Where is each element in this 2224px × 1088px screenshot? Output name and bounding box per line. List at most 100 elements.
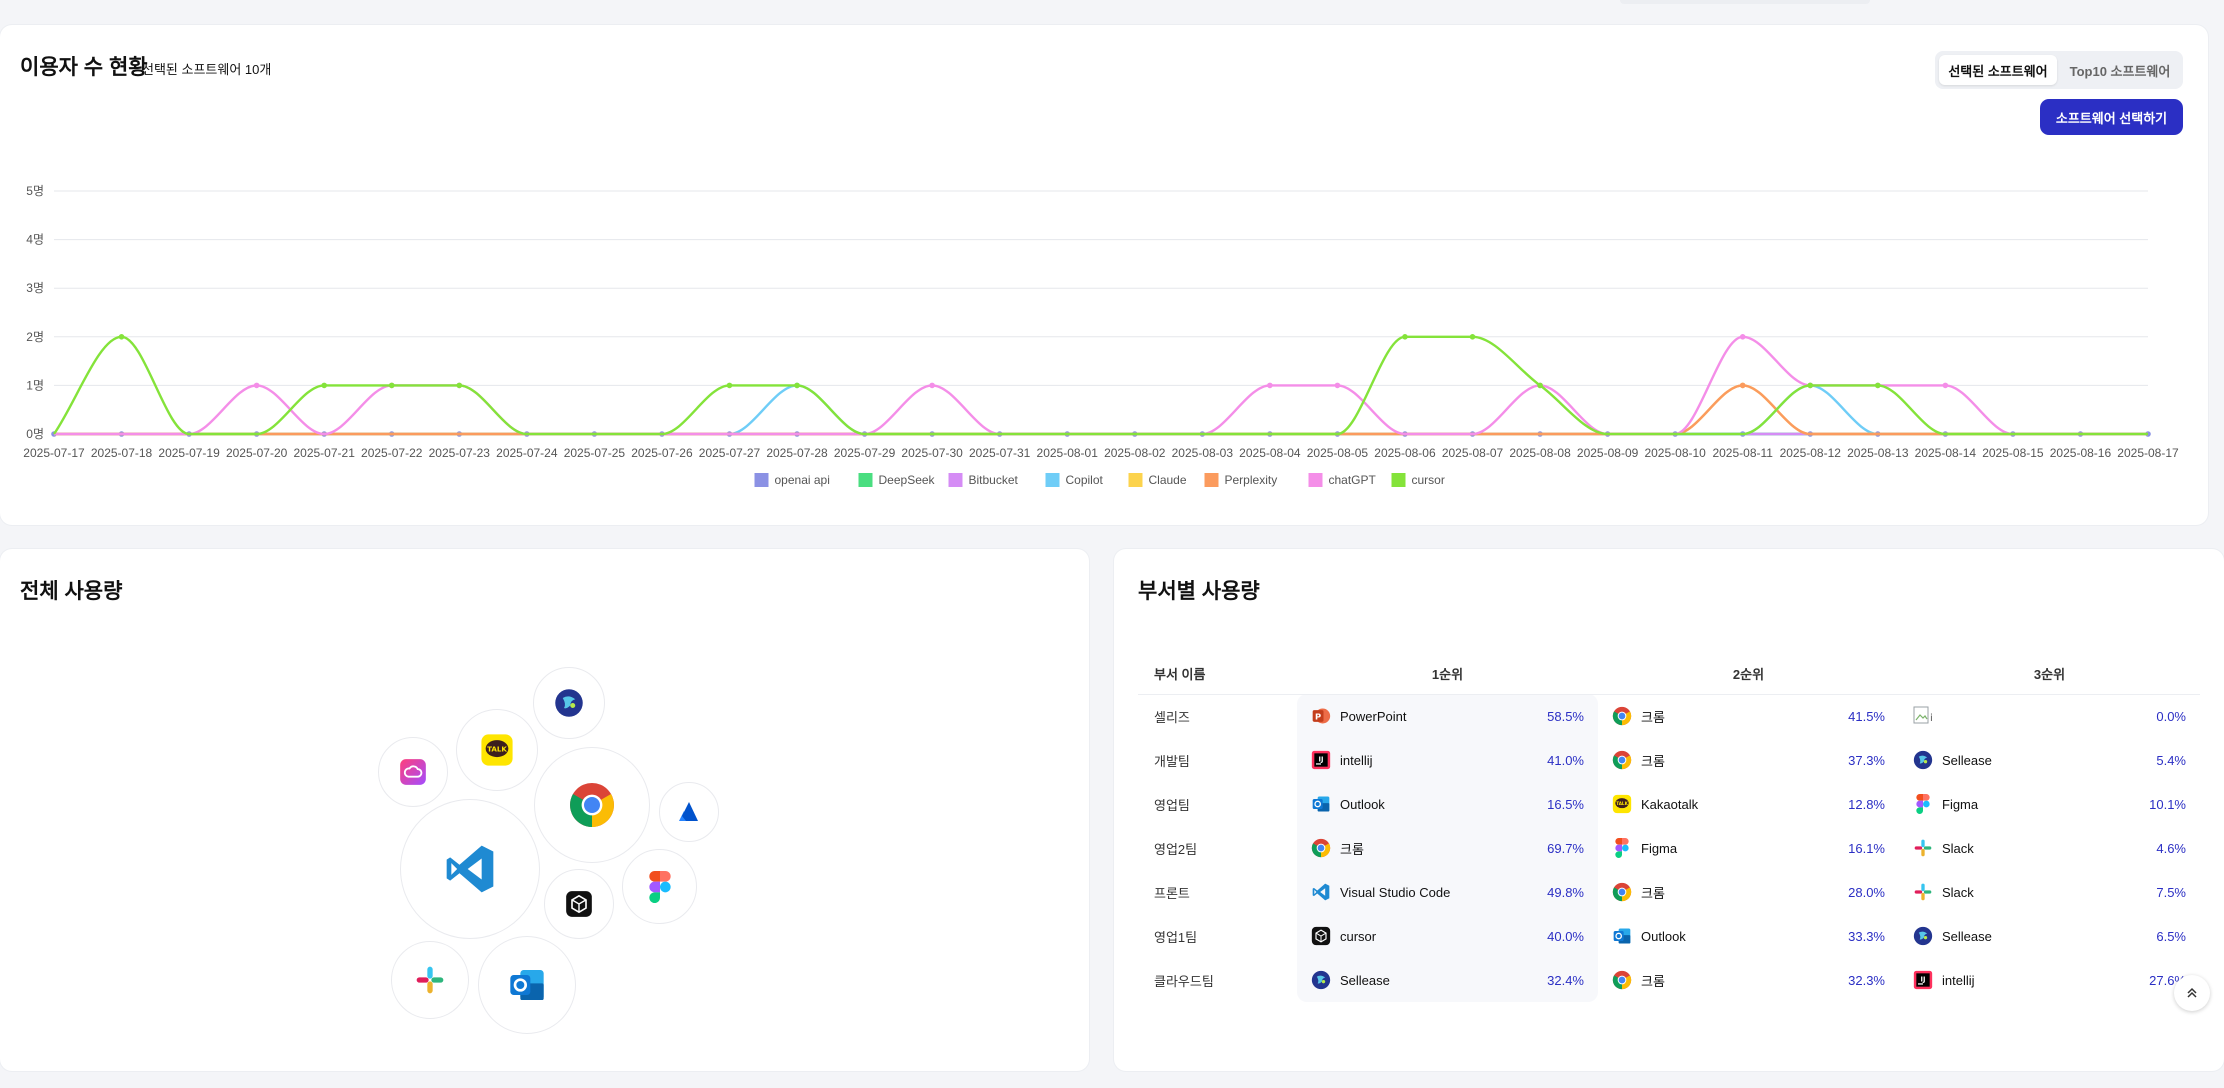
x-tick-label: 2025-08-07 — [1442, 446, 1504, 460]
bubble-atlassian[interactable] — [659, 782, 719, 842]
legend-swatch — [1045, 473, 1060, 487]
legend-item[interactable]: cursor — [1391, 473, 1445, 487]
data-point[interactable] — [726, 382, 733, 389]
software-name: 크롬 — [1641, 973, 1665, 989]
department-name: 영업2팀 — [1154, 841, 1198, 857]
department-name: 프론트 — [1154, 885, 1190, 901]
data-point[interactable] — [456, 382, 463, 389]
svg-text:i: i — [1930, 713, 1933, 724]
data-point[interactable] — [1739, 334, 1746, 340]
usage-percent: 4.6% — [2156, 840, 2186, 856]
svg-text:TALK: TALK — [1616, 801, 1628, 806]
department-usage-card: 부서별 사용량 부서 이름 1순위 2순위 3순위 셀리즈 P PowerPoint… — [1114, 549, 2224, 1071]
rank-1-cell: IJ intellij 41.0% — [1297, 738, 1598, 782]
scroll-to-top-button[interactable] — [2174, 975, 2210, 1011]
usage-percent: 10.1% — [2149, 796, 2186, 812]
bubble-cursor[interactable] — [544, 869, 614, 939]
x-tick-label: 2025-07-31 — [969, 446, 1031, 460]
x-tick-label: 2025-07-19 — [158, 446, 220, 460]
usage-percent: 33.3% — [1848, 928, 1885, 944]
legend-item[interactable]: DeepSeek — [858, 473, 936, 487]
bubble-chrome[interactable] — [534, 747, 650, 863]
usage-percent: 58.5% — [1547, 708, 1584, 724]
data-point[interactable] — [1807, 382, 1814, 389]
usage-percent: 69.7% — [1547, 840, 1584, 856]
legend-swatch — [1391, 473, 1406, 487]
data-point[interactable] — [1537, 382, 1543, 389]
legend-item[interactable]: chatGPT — [1308, 473, 1377, 487]
rank-1-cell: Visual Studio Code 49.8% — [1297, 870, 1598, 914]
software-name: cursor — [1340, 928, 1377, 944]
bubble-sellease[interactable] — [533, 667, 605, 739]
rank-3-cell: Slack 4.6% — [1899, 826, 2200, 870]
data-point[interactable] — [321, 382, 327, 389]
legend-item[interactable]: Copilot — [1045, 473, 1104, 487]
y-tick-label: 0명 — [26, 427, 44, 441]
kakaotalk-icon: TALK — [481, 734, 513, 766]
data-point[interactable] — [1739, 382, 1746, 389]
kakaotalk-icon: TALK — [1612, 794, 1632, 814]
department-usage-table: 부서 이름 1순위 2순위 3순위 셀리즈 P PowerPoint 58.5% 크롬 4… — [1138, 654, 2200, 1002]
legend-item[interactable]: Perplexity — [1204, 473, 1278, 487]
table-row: 영업팀 Outlook 16.5% TALK Kakaotalk 12.8% Figma 10… — [1138, 782, 2200, 826]
creative-cloud-icon — [400, 759, 426, 785]
data-point[interactable] — [1875, 382, 1881, 389]
legend-swatch — [948, 473, 963, 487]
select-software-button[interactable]: 소프트웨어 선택하기 — [2040, 99, 2183, 135]
legend-item[interactable]: Claude — [1128, 473, 1187, 487]
usage-percent: 28.0% — [1848, 884, 1885, 900]
software-scope-toggle: 선택된 소프트웨어 Top10 소프트웨어 — [1935, 51, 2183, 89]
data-point[interactable] — [1334, 382, 1341, 389]
series-perplexity — [54, 382, 2148, 436]
data-point[interactable] — [1267, 382, 1273, 389]
rank-3-cell: IJ intellij 27.6% — [1899, 958, 2200, 1002]
bubble-creative-cloud[interactable] — [378, 737, 448, 807]
series-line — [54, 384, 2148, 436]
x-tick-label: 2025-07-27 — [699, 446, 761, 460]
data-point[interactable] — [388, 382, 395, 389]
bubble-slack[interactable] — [391, 941, 469, 1019]
toggle-top10-software[interactable]: Top10 소프트웨어 — [2069, 63, 2171, 79]
series-line — [53, 335, 2148, 436]
double-chevron-up-icon — [2187, 987, 2197, 998]
table-row: 영업2팀 크롬 69.7% Figma 16.1% Slack 4.6% — [1138, 826, 2200, 870]
data-point[interactable] — [794, 382, 800, 389]
legend-item[interactable]: Bitbucket — [948, 473, 1019, 487]
software-name: Slack — [1942, 884, 1974, 900]
x-tick-label: 2025-07-21 — [293, 446, 355, 460]
bubble-outlook[interactable] — [478, 936, 576, 1034]
x-tick-label: 2025-07-28 — [766, 446, 828, 460]
total-usage-card: 전체 사용량 TALK — [0, 549, 1089, 1071]
data-point[interactable] — [929, 382, 935, 389]
rank-1-cell: 크롬 69.7% — [1297, 826, 1598, 870]
toggle-selected-software[interactable]: 선택된 소프트웨어 — [1939, 55, 2057, 85]
software-name: Outlook — [1340, 796, 1385, 812]
data-point[interactable] — [1942, 382, 1949, 389]
bubble-kakaotalk[interactable]: TALK — [456, 709, 538, 791]
x-tick-label: 2025-08-16 — [2050, 446, 2112, 460]
x-tick-label: 2025-08-17 — [2117, 446, 2179, 460]
bubble-figma[interactable] — [622, 849, 697, 924]
x-tick-label: 2025-07-25 — [564, 446, 626, 460]
chrome-icon — [1612, 706, 1632, 726]
software-name: 크롬 — [1641, 753, 1665, 769]
legend-label: Bitbucket — [969, 473, 1019, 487]
x-tick-label: 2025-08-15 — [1982, 446, 2044, 460]
software-name: intellij — [1340, 752, 1373, 768]
rank-3-cell: Sellease 6.5% — [1899, 914, 2200, 958]
data-point[interactable] — [118, 334, 125, 340]
data-point[interactable] — [1402, 334, 1408, 340]
x-tick-label: 2025-07-20 — [226, 446, 288, 460]
slack-icon — [1913, 838, 1933, 858]
data-point[interactable] — [1469, 334, 1476, 340]
usage-percent: 7.5% — [2156, 884, 2186, 900]
svg-text:P: P — [1315, 712, 1321, 722]
table-row: 영업1팀 cursor 40.0% Outlook 33.3% Sellease 6.5% — [1138, 914, 2200, 958]
software-name: Visual Studio Code — [1340, 884, 1451, 900]
rank-1-cell: Sellease 32.4% — [1297, 958, 1598, 1002]
sellease-icon — [1913, 750, 1933, 770]
data-point[interactable] — [253, 382, 260, 389]
bubble-vscode[interactable] — [400, 799, 540, 939]
legend-swatch — [858, 473, 873, 487]
legend-item[interactable]: openai api — [754, 473, 830, 487]
